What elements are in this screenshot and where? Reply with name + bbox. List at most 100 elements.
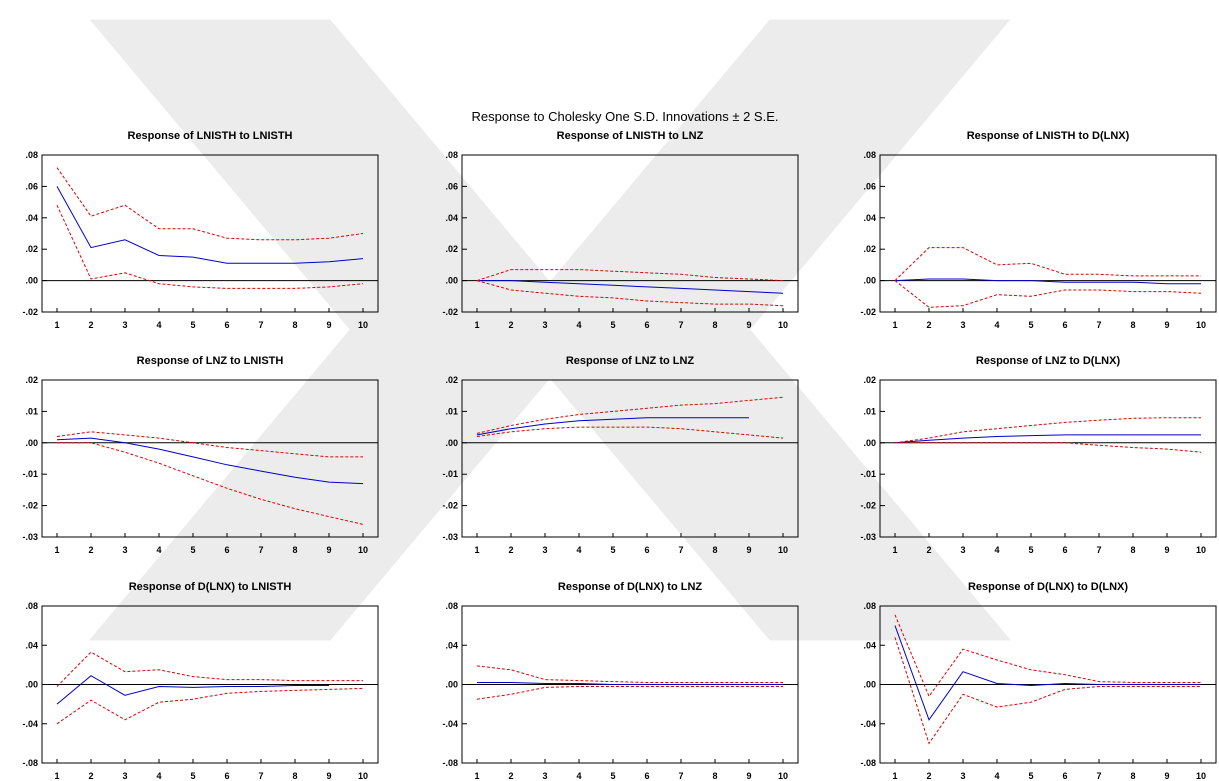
x-tick-label: 8	[1130, 320, 1135, 330]
x-tick-label: 2	[508, 320, 513, 330]
x-tick-label: 5	[1028, 320, 1033, 330]
x-tick-label: 9	[1164, 771, 1169, 781]
x-tick-label: 2	[88, 545, 93, 555]
panels-grid: Response of LNISTH to LNISTH -.02 .00 .02 .0…	[22, 130, 1217, 781]
watermark-chevron-right	[509, 19, 1012, 641]
x-tick-label: 8	[292, 320, 297, 330]
x-tick-label: 4	[156, 771, 161, 781]
y-tick-label: .01	[863, 406, 876, 416]
x-tick-label: 9	[326, 545, 331, 555]
response-line	[477, 682, 783, 685]
x-tick-label: 3	[960, 545, 965, 555]
y-tick-label: -.08	[22, 758, 38, 768]
x-tick-label: 3	[122, 320, 127, 330]
x-tick-label: 10	[778, 545, 788, 555]
x-tick-label: 3	[960, 771, 965, 781]
upper-band-line	[894, 417, 1201, 444]
x-tick-label: 5	[1028, 545, 1033, 555]
y-tick-label: -.03	[22, 532, 38, 542]
upper-band-line	[894, 614, 1201, 698]
plot-frame	[879, 379, 1217, 538]
x-tick-label: 7	[1096, 545, 1101, 555]
lower-band-line	[894, 280, 1202, 308]
y-tick-label: -.02	[22, 501, 38, 511]
x-tick-label: 5	[1028, 771, 1033, 781]
x-tick-label: 10	[358, 771, 368, 781]
lower-band-line	[476, 426, 784, 439]
y-tick-label: .02	[863, 375, 876, 385]
response-line	[56, 186, 364, 264]
x-tick-label: 4	[156, 320, 161, 330]
x-tick-label: 1	[474, 771, 479, 781]
panel-title: Response of LNZ to LNISTH	[137, 355, 284, 367]
y-tick-label: -.01	[860, 469, 876, 479]
irf-panel-7: Response of D(LNX) to LNISTH -.08 -.04 .00.…	[22, 581, 379, 781]
y-tick-label: .00	[863, 438, 876, 448]
x-tick-label: 6	[1062, 771, 1067, 781]
y-tick-label: .00	[445, 680, 458, 690]
x-tick-label: 1	[892, 771, 897, 781]
upper-band-line	[56, 431, 363, 458]
x-tick-label: 6	[224, 771, 229, 781]
upper-band-line	[894, 247, 1201, 281]
x-tick-label: 5	[190, 545, 195, 555]
x-tick-label: 10	[778, 771, 788, 781]
x-tick-label: 2	[926, 320, 931, 330]
panel-title: Response of D(LNX) to LNISTH	[129, 581, 292, 593]
x-tick-label: 3	[542, 545, 547, 555]
irf-panel-8: Response of D(LNX) to LNZ -.08 -.04 .00 .04.…	[442, 581, 799, 781]
x-tick-label: 7	[258, 545, 263, 555]
y-tick-label: -.01	[442, 469, 458, 479]
x-tick-label: 6	[224, 320, 229, 330]
x-tick-label: 8	[712, 771, 717, 781]
x-tick-label: 2	[88, 771, 93, 781]
irf-panel-1: Response of LNISTH to LNISTH -.02 .00 .02 .0…	[22, 130, 379, 330]
lower-band-line	[476, 686, 783, 700]
x-tick-label: 7	[258, 320, 263, 330]
y-tick-label: .00	[445, 438, 458, 448]
y-tick-label: .02	[25, 375, 38, 385]
response-line	[56, 675, 329, 705]
y-tick-label: -.04	[442, 719, 458, 729]
y-tick-label: .02	[445, 375, 458, 385]
x-tick-label: 2	[926, 545, 931, 555]
plot-frame	[41, 154, 379, 313]
y-tick-label: -.08	[442, 758, 458, 768]
x-tick-label: 6	[644, 545, 649, 555]
watermark-chevron-left	[88, 19, 591, 641]
x-tick-label: 7	[1096, 771, 1101, 781]
y-tick-label: .04	[863, 213, 876, 223]
x-tick-label: 3	[960, 320, 965, 330]
response-line	[894, 278, 1201, 285]
y-tick-label: .00	[863, 276, 876, 286]
y-tick-label: .06	[863, 181, 876, 191]
y-tick-label: .08	[25, 150, 38, 160]
x-tick-label: 4	[156, 545, 161, 555]
x-tick-label: 2	[508, 545, 513, 555]
y-tick-label: .04	[445, 213, 458, 223]
plot-frame	[461, 154, 799, 313]
lower-band-line	[476, 280, 784, 307]
irf-panel-3: Response of LNISTH to D(LNX) -.02 .00 .02 .0…	[860, 130, 1217, 330]
y-tick-label: .08	[863, 601, 876, 611]
panel-title: Response of LNISTH to LNISTH	[128, 130, 293, 142]
x-tick-label: 4	[994, 545, 999, 555]
x-tick-label: 9	[746, 545, 751, 555]
plot-frame	[41, 379, 379, 538]
y-tick-label: .00	[445, 276, 458, 286]
y-tick-label: .00	[25, 276, 38, 286]
lower-band-line	[894, 637, 1201, 745]
x-tick-label: 7	[258, 771, 263, 781]
x-tick-label: 1	[892, 320, 897, 330]
x-tick-label: 7	[678, 545, 683, 555]
x-tick-label: 9	[1164, 545, 1169, 555]
upper-band-line	[56, 167, 364, 241]
lower-band-line	[895, 442, 1202, 453]
x-tick-label: 2	[88, 320, 93, 330]
x-tick-label: 3	[122, 771, 127, 781]
upper-band-line	[56, 651, 363, 687]
x-tick-label: 10	[1196, 545, 1206, 555]
x-tick-label: 6	[1062, 320, 1067, 330]
